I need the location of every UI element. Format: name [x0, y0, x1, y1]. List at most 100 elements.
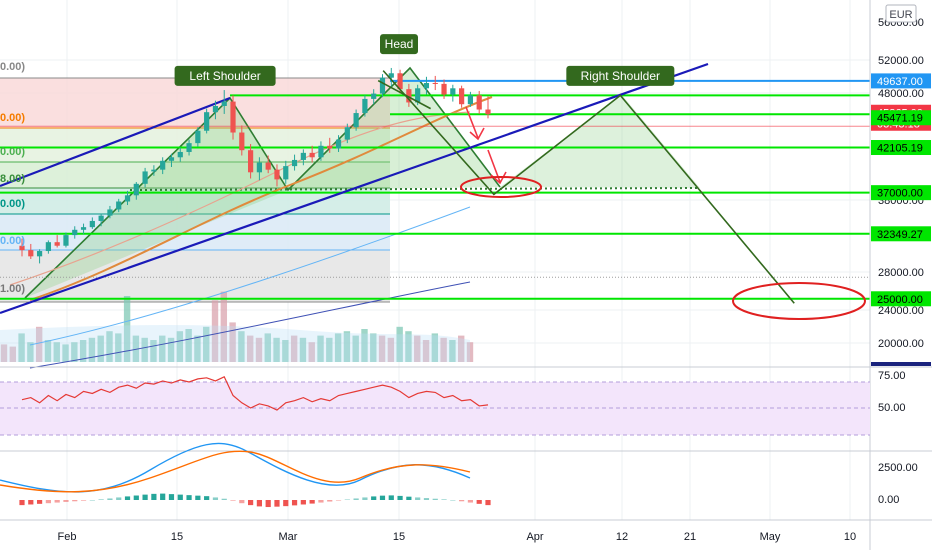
candle — [459, 85, 465, 108]
candle — [195, 127, 201, 147]
candle — [388, 67, 394, 87]
volume-bar — [229, 322, 236, 362]
macd-histogram-bar — [256, 500, 262, 507]
red-markups — [460, 106, 866, 320]
macd-histogram-bar — [195, 495, 201, 500]
candlesticks — [19, 67, 491, 264]
time-tick: 21 — [684, 531, 696, 543]
pattern-label-text: Right Shoulder — [581, 69, 660, 83]
time-tick: 15 — [171, 531, 183, 543]
price-level-tag-text: 45471.19 — [877, 113, 923, 125]
head-triangle — [288, 68, 500, 190]
candle — [19, 238, 25, 257]
volume-bar — [352, 335, 359, 362]
volume-bar — [176, 331, 184, 362]
pattern-labels: Left Shoulder Head Right Shoulder — [174, 34, 675, 86]
candle — [124, 190, 131, 206]
price-level-tags: 49637.0045865.0003:43:1845471.1942105.19… — [871, 73, 931, 307]
candle — [107, 205, 113, 219]
pattern-label: Head — [380, 34, 418, 55]
volume-bar — [27, 342, 34, 362]
candle — [72, 226, 78, 239]
candle — [274, 164, 280, 187]
volume-bar — [167, 337, 175, 362]
macd-histogram-bar — [230, 500, 236, 501]
currency-badge[interactable]: EUR — [885, 4, 917, 23]
macd-tick: 0.00 — [878, 494, 899, 506]
candle — [230, 95, 236, 140]
macd-histogram-bar — [160, 493, 166, 500]
projection-line — [382, 70, 795, 304]
candle — [450, 84, 456, 102]
volume-bar — [396, 326, 403, 362]
macd-histogram-bar — [124, 496, 131, 500]
volume-bar — [414, 335, 421, 362]
macd-histogram-bar — [45, 500, 51, 504]
volume-bar — [378, 335, 386, 362]
volume-bar — [79, 340, 87, 362]
candle — [45, 240, 51, 254]
candle — [186, 139, 192, 156]
macd-histogram-bar — [432, 498, 438, 500]
time-tick: Apr — [526, 531, 543, 543]
pattern-label: Right Shoulder — [566, 65, 675, 86]
trend-channel — [0, 62, 709, 315]
time-tick: 12 — [616, 531, 628, 543]
volume-bar — [255, 337, 263, 362]
volume-bar — [9, 346, 16, 362]
macd-histogram-bar — [476, 500, 482, 504]
volume-bar — [203, 326, 210, 362]
macd-histogram-bar — [362, 497, 368, 500]
volume-bar — [62, 344, 69, 362]
macd-histogram-bar — [248, 500, 254, 506]
candle — [265, 155, 271, 174]
rsi-line — [21, 376, 489, 411]
macd-histogram-bar — [353, 498, 359, 500]
candle — [335, 135, 342, 152]
macd-histogram-bar — [221, 498, 227, 500]
candle — [291, 154, 298, 171]
macd-histogram-bar — [80, 500, 87, 501]
candle — [239, 125, 245, 156]
macd-pane — [0, 442, 491, 508]
macd-histogram-bar — [318, 500, 324, 503]
ma-salmon — [9, 111, 471, 286]
macd-histogram-bar — [19, 500, 25, 506]
price-tick: 20000.00 — [878, 338, 924, 350]
candle — [63, 232, 69, 248]
projection-path — [377, 70, 795, 304]
macd-histogram-bar — [28, 500, 34, 505]
price-level-tag-text: 49637.00 — [877, 76, 923, 88]
macd-histogram-bar — [72, 500, 78, 502]
volume-bar — [273, 337, 280, 362]
candle — [432, 75, 438, 91]
fib-label: 0.00) — [0, 198, 25, 210]
volume-bar — [308, 342, 315, 362]
volume-bar — [440, 337, 447, 362]
candle — [133, 182, 139, 200]
volume-bar — [334, 333, 342, 362]
moving-averages — [9, 96, 493, 369]
price-level-tag: 25000.00 — [871, 291, 931, 307]
volume-bar — [387, 337, 395, 362]
price-level-tag-text: 32349.27 — [877, 229, 923, 241]
macd-histogram-bar — [274, 500, 280, 507]
macd-histogram-bar — [89, 500, 95, 501]
price-tick: 48000.00 — [878, 88, 924, 100]
volume-bar — [194, 335, 201, 362]
fib-label: 0.00) — [0, 61, 25, 73]
macd-histogram-bar — [116, 497, 122, 500]
volume-bar — [299, 337, 307, 362]
fib-label: 0.00) — [0, 235, 25, 247]
fibonacci-zones — [0, 77, 390, 303]
candle — [36, 249, 43, 264]
target-ellipse — [732, 282, 866, 320]
macd-histogram-bar — [204, 496, 210, 500]
volume-bar — [53, 342, 60, 362]
candle — [344, 123, 350, 144]
candle — [318, 141, 324, 161]
candle — [467, 91, 474, 107]
macd-histogram-bar — [212, 497, 219, 500]
fib-label: 1.00) — [0, 283, 25, 295]
